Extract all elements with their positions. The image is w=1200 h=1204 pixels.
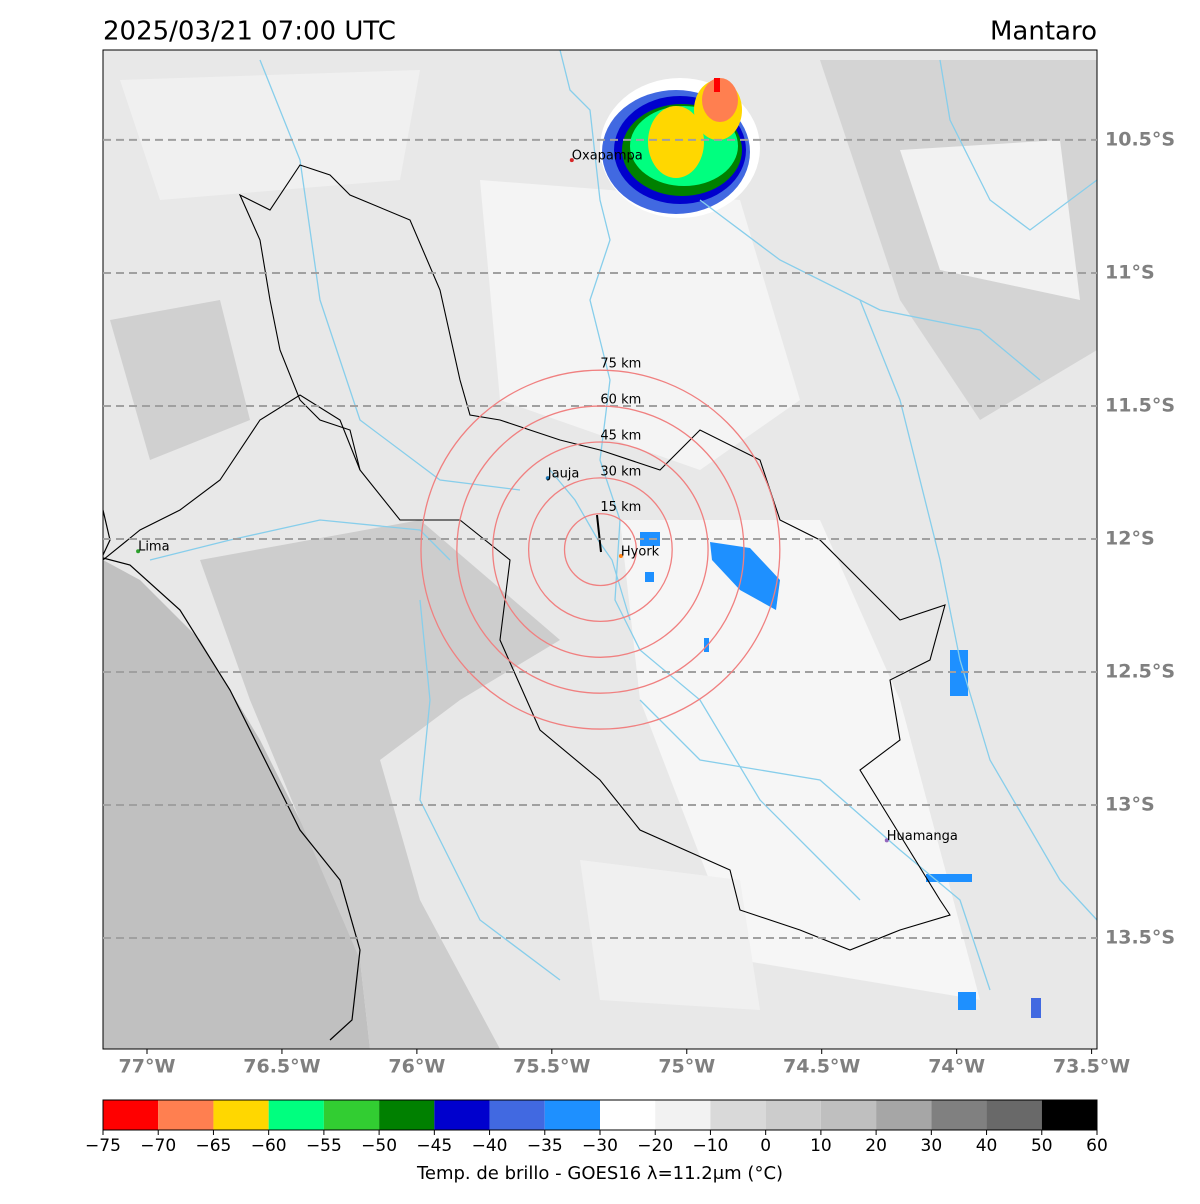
radar-beam [596, 514, 602, 553]
colorbar-tick-label: 0 [760, 1136, 771, 1156]
lon-label: 73.5°W [1053, 1056, 1130, 1078]
lon-label: 76.5°W [243, 1056, 320, 1078]
colorbar-segment [268, 1100, 324, 1130]
colorbar-tick-label: 60 [1086, 1136, 1108, 1156]
colorbar-segment [876, 1100, 932, 1130]
colorbar-tick-label: −50 [361, 1136, 397, 1156]
range-label: 30 km [600, 464, 641, 479]
range-ring [492, 441, 709, 658]
range-ring [527, 477, 673, 623]
colorbar-segment [1041, 1100, 1097, 1130]
colorbar-segment [986, 1100, 1042, 1130]
colorbar-segment [323, 1100, 380, 1130]
range-label: 75 km [600, 357, 641, 372]
city-label: Lima [138, 540, 169, 555]
colorbar-segment [213, 1100, 269, 1130]
colorbar-tick-label: 30 [921, 1136, 943, 1156]
range-label: 45 km [600, 428, 641, 443]
range-label: 15 km [600, 500, 641, 515]
lat-label: 12°S [1105, 527, 1155, 549]
range-ring [420, 369, 781, 730]
city-dot [884, 838, 889, 843]
lat-label: 12.5°S [1105, 661, 1175, 683]
city-label: Jauja [547, 467, 580, 482]
map-imagery [103, 50, 1097, 1049]
lat-label: 11.5°S [1105, 394, 1175, 416]
colorbar-segment [600, 1100, 656, 1130]
lon-label: 74°W [928, 1056, 985, 1078]
map-frame [102, 49, 1098, 1050]
colorbar-tick-label: 40 [976, 1136, 998, 1156]
colorbar-tick-label: 20 [865, 1136, 887, 1156]
city-dot [618, 554, 623, 559]
colorbar-segment [710, 1100, 766, 1130]
colorbar-tick-label: −55 [306, 1136, 342, 1156]
colorbar-segment [158, 1100, 214, 1130]
colorbar-segment [544, 1100, 600, 1130]
lon-label: 75°W [658, 1056, 715, 1078]
lat-label: 11°S [1105, 261, 1155, 283]
range-ring [563, 513, 637, 587]
colorbar-tick-label: −70 [140, 1136, 176, 1156]
city-dot [569, 158, 574, 163]
lat-label: 13°S [1105, 794, 1155, 816]
city-dot [136, 549, 141, 554]
colorbar-tick-label: −75 [85, 1136, 121, 1156]
lon-label: 76°W [388, 1056, 445, 1078]
colorbar-tick-label: −35 [527, 1136, 563, 1156]
colorbar-tick-label: −65 [195, 1136, 231, 1156]
range-label: 60 km [600, 393, 641, 408]
lon-label: 77°W [119, 1056, 176, 1078]
region-name: Mantaro [990, 17, 1097, 47]
city-label: Hyork [621, 545, 660, 560]
city-label: Huamanga [887, 829, 958, 844]
colorbar-tick-label: −20 [637, 1136, 673, 1156]
lat-label: 13.5°S [1105, 927, 1175, 949]
colorbar-tick-label: −60 [251, 1136, 287, 1156]
lon-label: 74.5°W [783, 1056, 860, 1078]
colorbar-tick-label: −40 [472, 1136, 508, 1156]
title: 2025/03/21 07:00 UTC [103, 17, 396, 47]
colorbar-segment [379, 1100, 435, 1130]
range-ring [456, 405, 745, 694]
lon-label: 75.5°W [513, 1056, 590, 1078]
city-dot [545, 476, 550, 481]
colorbar-segment [765, 1100, 821, 1130]
colorbar-tick-label: −45 [416, 1136, 452, 1156]
colorbar-segment [434, 1100, 490, 1130]
colorbar-tick-label: −10 [692, 1136, 728, 1156]
colorbar-segment [489, 1100, 545, 1130]
colorbar-label: Temp. de brillo - GOES16 λ=11.2μm (°C) [416, 1163, 783, 1184]
colorbar-segment [931, 1100, 987, 1130]
colorbar-tick-label: 50 [1031, 1136, 1053, 1156]
city-label: Oxapampa [572, 149, 643, 164]
colorbar-segment [820, 1100, 877, 1130]
colorbar-tick-label: −30 [582, 1136, 618, 1156]
lat-label: 10.5°S [1105, 128, 1175, 150]
colorbar-segment [103, 1100, 159, 1130]
colorbar-segment [655, 1100, 711, 1130]
colorbar-tick-label: 10 [810, 1136, 832, 1156]
